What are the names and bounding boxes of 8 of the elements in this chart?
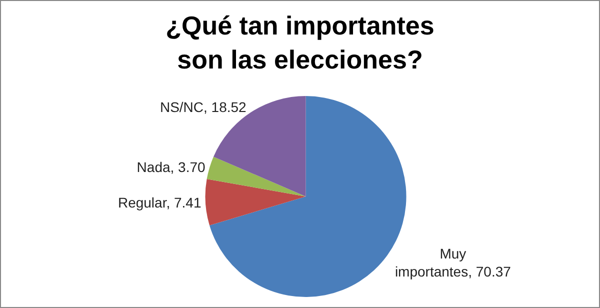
slice-label: Muy importantes, 70.37 [394, 246, 512, 280]
chart-title: ¿Qué tan importantes son las elecciones? [166, 10, 434, 74]
pie-slice [206, 156, 306, 196]
slice-label: Nada, 3.70 [136, 159, 206, 176]
slice-label: Regular, 7.41 [118, 194, 202, 210]
slice-label: NS/NC, 18.52 [160, 98, 247, 115]
pie-slice [213, 96, 306, 196]
pie-slice [205, 179, 306, 226]
